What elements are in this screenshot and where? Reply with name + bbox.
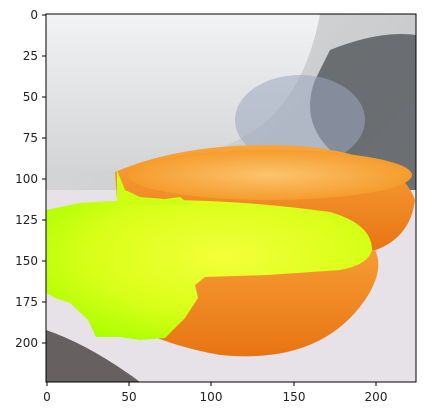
x-axis: 0 50 100 150 200 — [43, 382, 387, 404]
y-tick-label: 175 — [15, 295, 38, 309]
y-axis: 0 25 50 75 100 125 150 175 200 — [15, 8, 46, 350]
highlight-overlay-back — [117, 170, 190, 205]
y-tick-label: 25 — [23, 49, 38, 63]
y-tick-label: 125 — [15, 213, 38, 227]
y-tick-label: 200 — [15, 336, 38, 350]
back-orange-pulp — [128, 150, 412, 200]
x-tick-label: 0 — [43, 390, 51, 404]
y-tick-label: 75 — [23, 131, 38, 145]
y-tick-label: 150 — [15, 254, 38, 268]
x-tick-label: 100 — [200, 390, 223, 404]
axes-frame — [45, 13, 417, 383]
glass-blur — [235, 75, 365, 165]
photo-image — [46, 14, 416, 382]
x-tick-label: 150 — [283, 390, 306, 404]
highlight-overlay — [46, 200, 372, 340]
y-tick-label: 0 — [30, 8, 38, 22]
x-tick-label: 50 — [121, 390, 136, 404]
shadow — [46, 330, 140, 382]
y-tick-label: 100 — [15, 172, 38, 186]
y-tick-label: 50 — [23, 90, 38, 104]
x-tick-label: 200 — [365, 390, 388, 404]
